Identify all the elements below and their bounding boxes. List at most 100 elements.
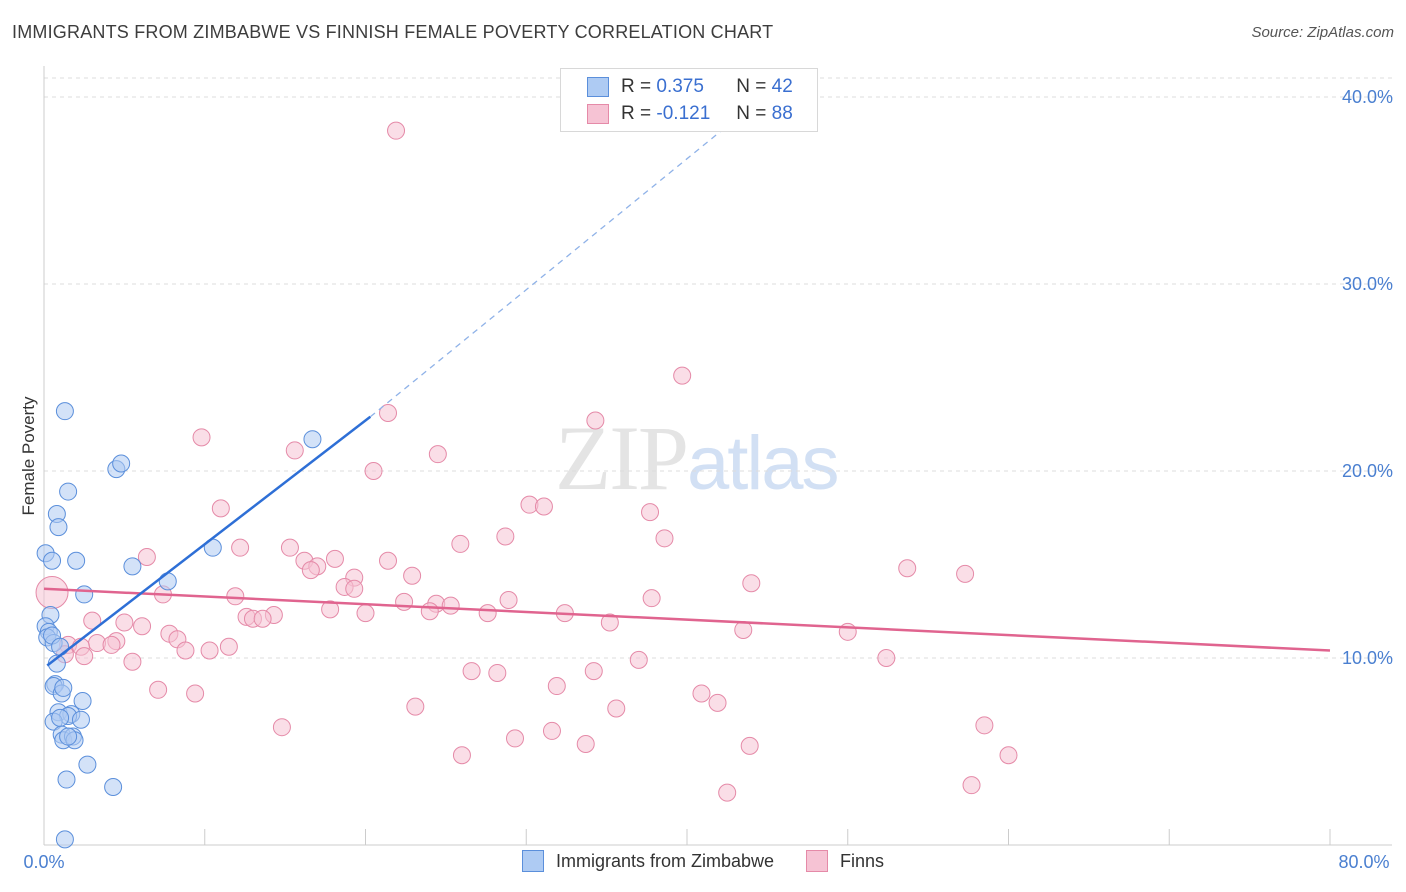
data-point-finns [186,684,205,703]
data-point-finns [379,404,398,423]
data-point-finns [285,441,304,460]
data-point-zimbabwe [73,692,92,711]
data-point-finns [211,499,230,518]
data-point-finns [325,549,344,568]
series-zimbabwe-points [36,402,322,849]
data-point-zimbabwe [67,551,86,570]
data-point-zimbabwe [55,402,74,421]
legend-r-label: R = [621,76,652,97]
data-point-finns [226,587,245,606]
data-point-zimbabwe [71,710,90,729]
data-point-zimbabwe [112,454,131,473]
legend-r-label: R = [621,103,652,124]
data-point-finns [451,534,470,553]
data-point-finns [462,662,481,681]
data-point-finns [488,663,507,682]
data-point-finns [452,746,471,765]
data-point-finns [742,574,761,593]
data-point-finns [321,600,340,619]
data-point-finns [547,677,566,696]
data-point-finns [975,716,994,735]
trend-line-finns [43,587,1331,652]
chart-title: IMMIGRANTS FROM ZIMBABWE VS FINNISH FEMA… [12,22,774,42]
data-point-finns [655,529,674,548]
data-point-finns [505,729,524,748]
data-point-finns [133,617,152,636]
gridlines [44,77,1392,659]
trend-line-zimbabwe [46,415,372,667]
data-point-finns [718,783,737,802]
y-tick-label: 30.0% [1342,274,1393,294]
data-point-finns [280,538,299,557]
data-point-zimbabwe [123,557,142,576]
data-point-finns [673,366,692,385]
watermark: ZIPatlas [555,405,840,511]
legend-n-value: 42 [771,76,793,97]
data-point-zimbabwe [78,755,97,774]
data-point-zimbabwe [59,482,78,501]
data-point-finns [499,591,518,610]
data-point-finns [877,649,896,667]
trend-lines [43,79,1331,667]
data-point-zimbabwe [55,830,74,849]
data-point-zimbabwe [59,727,78,746]
legend-item-zimbabwe[interactable]: Immigrants from Zimbabwe [521,850,774,872]
data-point-finns [356,604,375,623]
data-point-finns [740,736,759,755]
data-point-zimbabwe [158,572,177,591]
data-point-finns [35,576,69,610]
data-point-zimbabwe [43,551,62,570]
data-point-finns [586,411,605,430]
data-point-finns [403,566,422,585]
x-tick-label: 0.0% [23,852,64,872]
data-point-zimbabwe [303,430,322,449]
data-point-finns [898,559,917,578]
data-point-finns [607,699,626,718]
axes [43,66,1392,846]
data-point-finns [272,718,291,737]
data-point-finns [379,551,398,570]
data-point-finns [115,613,134,632]
legend-row-zimbabwe: R = 0.375 N = 42 [587,75,793,99]
legend-swatch-pink [587,104,609,124]
watermark-zip: ZIP [555,407,689,509]
legend-swatch-pink [806,850,829,872]
data-point-finns [708,693,727,712]
data-point-finns [364,462,383,480]
data-point-zimbabwe [51,708,70,727]
legend-swatch-blue [587,77,609,97]
data-point-finns [496,527,515,546]
y-axis-label: Female Poverty [19,396,38,516]
data-point-finns [629,650,648,669]
data-point-finns [441,596,460,615]
data-point-finns [534,497,553,516]
data-point-finns [641,503,660,522]
data-point-finns [420,602,439,621]
stats-legend: R = 0.375 N = 42 R = -0.121 N = 88 [560,68,818,132]
data-point-finns [428,445,447,464]
data-point-finns [962,776,981,795]
data-point-finns [576,735,595,754]
legend-n-value: 88 [771,103,793,124]
data-point-finns [123,652,142,671]
data-point-finns [734,620,753,639]
source-note: Source: ZipAtlas.com [1251,24,1394,41]
data-point-zimbabwe [49,518,68,537]
legend-item-finns[interactable]: Finns [806,850,884,872]
tick-labels: 10.0% 20.0% 30.0% 40.0% 0.0% 80.0% [23,87,1393,872]
data-point-finns [999,746,1018,765]
data-point-finns [956,564,975,583]
data-point-finns [406,697,425,716]
data-point-finns [301,561,320,580]
data-point-zimbabwe [54,678,73,697]
data-point-finns [102,635,121,654]
watermark-atlas: atlas [687,421,840,506]
data-point-finns [395,592,414,611]
data-point-finns [149,680,168,699]
data-point-finns [253,609,272,628]
data-point-finns [176,641,195,660]
data-point-finns [345,579,364,598]
data-point-finns [387,121,406,140]
series-finns-points [35,121,1018,802]
